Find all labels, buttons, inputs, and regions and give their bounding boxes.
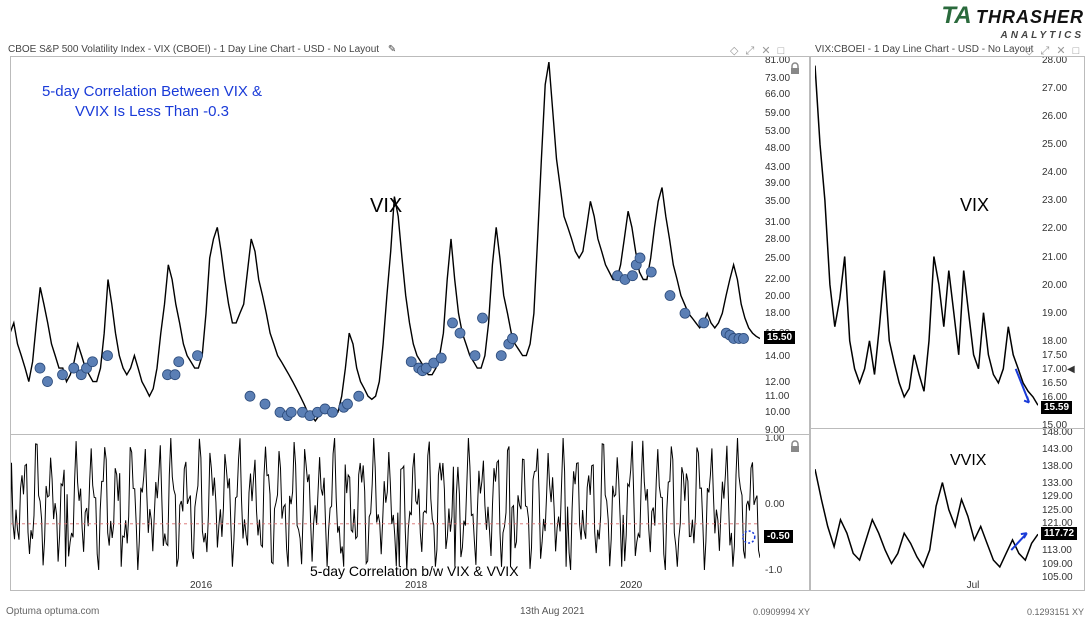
ytick: 0.00 bbox=[765, 499, 784, 510]
footer-date: 13th Aug 2021 bbox=[520, 606, 585, 617]
ytick: 26.00 bbox=[1042, 111, 1067, 122]
ytick: 25.00 bbox=[1042, 139, 1067, 150]
left-chart-title: CBOE S&P 500 Volatility Index - VIX (CBO… bbox=[8, 44, 379, 55]
logo-sub: ANALYTICS bbox=[941, 30, 1084, 41]
right-chart-title: VIX:CBOEI - 1 Day Line Chart - USD - No … bbox=[815, 44, 1033, 55]
xtick: 2016 bbox=[190, 580, 212, 591]
ytick: 109.00 bbox=[1042, 559, 1073, 570]
panel-divider bbox=[10, 434, 810, 435]
ytick: 18.00 bbox=[1042, 336, 1067, 347]
ytick: -1.0 bbox=[765, 565, 782, 576]
brand-logo: TA THRASHER ANALYTICS bbox=[941, 2, 1084, 41]
ytick: 43.00 bbox=[765, 162, 790, 173]
edit-icon[interactable]: ✎ bbox=[388, 44, 396, 55]
ytick: 11.00 bbox=[765, 391, 789, 402]
ytick: 129.00 bbox=[1042, 491, 1073, 502]
footer-scale-right: 0.1293151 XY bbox=[1027, 607, 1084, 617]
footer-brand: Optuma optuma.com bbox=[6, 606, 99, 617]
ytick: 17.50 bbox=[1042, 350, 1067, 361]
corr-chart bbox=[10, 438, 760, 570]
logo-ta: TA bbox=[941, 2, 971, 29]
ytick: 48.00 bbox=[765, 143, 790, 154]
ytick: 18.00 bbox=[765, 308, 790, 319]
ytick: 28.00 bbox=[765, 234, 790, 245]
ytick: 105.00 bbox=[1042, 572, 1073, 583]
price-tag: 117.72 bbox=[1041, 527, 1077, 540]
ytick: 59.00 bbox=[765, 108, 790, 119]
ytick: 28.00 bbox=[1042, 55, 1067, 66]
right-vix-chart bbox=[815, 60, 1038, 425]
ytick: 22.00 bbox=[1042, 223, 1067, 234]
ytick: 73.00 bbox=[765, 73, 790, 84]
chart-root: { "logo":{"ta":"TA","name":"THRASHER","s… bbox=[0, 0, 1090, 619]
ytick: 25.00 bbox=[765, 253, 790, 264]
ytick: 66.00 bbox=[765, 89, 790, 100]
ytick: 81.00 bbox=[765, 55, 790, 66]
ytick: 138.00 bbox=[1042, 461, 1073, 472]
ytick: 12.00 bbox=[765, 377, 790, 388]
lock-icon[interactable] bbox=[788, 440, 802, 454]
ytick: 27.00 bbox=[1042, 83, 1067, 94]
ytick: 39.00 bbox=[765, 178, 790, 189]
xtick: 2020 bbox=[620, 580, 642, 591]
right-chart-header: VIX:CBOEI - 1 Day Line Chart - USD - No … bbox=[815, 44, 1033, 55]
ytick: 22.00 bbox=[765, 274, 790, 285]
ytick: 19.00 bbox=[1042, 308, 1067, 319]
ytick: 143.00 bbox=[1042, 444, 1073, 455]
ytick: 23.00 bbox=[1042, 195, 1067, 206]
footer-scale-left: 0.0909994 XY bbox=[753, 607, 810, 617]
main-vix-chart bbox=[10, 60, 760, 430]
price-tag: 15.50 bbox=[764, 331, 795, 344]
ytick: 53.00 bbox=[765, 126, 790, 137]
ytick: 20.00 bbox=[765, 291, 790, 302]
ytick: 125.00 bbox=[1042, 505, 1073, 516]
panel-divider bbox=[810, 428, 1085, 429]
ytick: 133.00 bbox=[1042, 478, 1073, 489]
ytick: 24.00 bbox=[1042, 167, 1067, 178]
price-tag: 15.59 bbox=[1041, 401, 1072, 414]
xtick: Jul bbox=[967, 580, 980, 591]
logo-name: THRASHER bbox=[976, 7, 1084, 27]
ytick: 16.50 bbox=[1042, 378, 1067, 389]
ytick: 17.00◀ bbox=[1042, 364, 1075, 375]
ytick: 21.00 bbox=[1042, 252, 1067, 263]
ytick: 31.00 bbox=[765, 217, 790, 228]
ytick: 113.00 bbox=[1042, 545, 1072, 556]
lock-icon[interactable] bbox=[788, 62, 802, 76]
xtick: 2018 bbox=[405, 580, 427, 591]
left-chart-header: CBOE S&P 500 Volatility Index - VIX (CBO… bbox=[8, 44, 396, 55]
ytick: 35.00 bbox=[765, 196, 790, 207]
ytick: 20.00 bbox=[1042, 280, 1067, 291]
right-vvix-chart bbox=[815, 432, 1038, 577]
ytick: 14.00 bbox=[765, 351, 790, 362]
ytick: 10.00 bbox=[765, 407, 790, 418]
price-tag: -0.50 bbox=[764, 530, 793, 543]
